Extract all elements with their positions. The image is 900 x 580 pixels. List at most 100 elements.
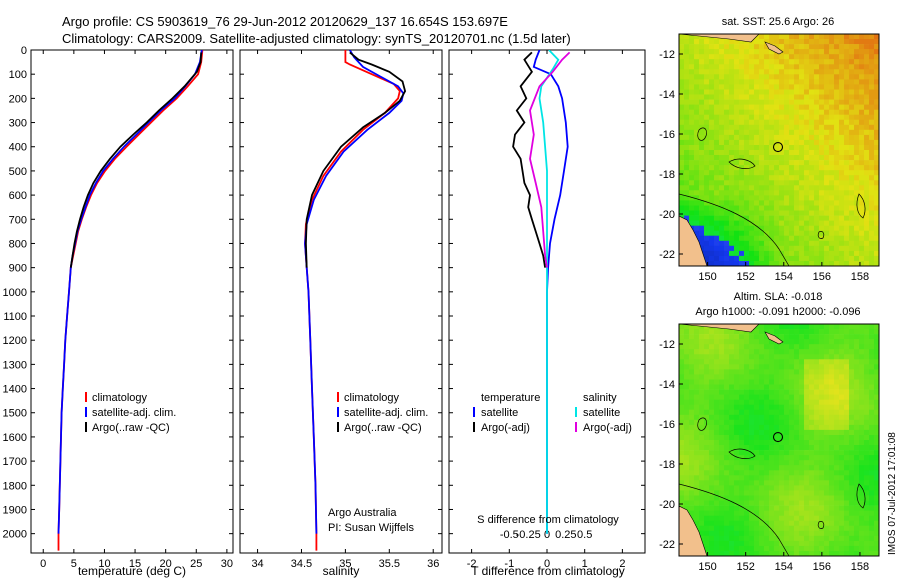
map-cell [714, 475, 720, 481]
map-cell [704, 170, 710, 176]
map-cell [714, 210, 720, 216]
map-cell [804, 429, 810, 436]
map-cell [824, 69, 830, 75]
map-cell [694, 455, 700, 461]
map-cell [719, 404, 725, 411]
map-cell [799, 200, 805, 206]
map-cell [719, 450, 725, 456]
map-cell [709, 190, 715, 196]
map-cell [839, 104, 845, 110]
map-cell [754, 225, 760, 232]
map-cell [809, 379, 815, 385]
map-cell [714, 394, 720, 400]
map-cell [864, 440, 870, 446]
map-cell [754, 520, 760, 527]
map-cell [794, 150, 800, 156]
map-cell [714, 250, 720, 257]
map-cell [794, 190, 800, 196]
map-cell [794, 424, 800, 431]
map-cell [764, 59, 770, 65]
map-cell [719, 255, 725, 262]
map-cell [789, 139, 795, 146]
map-cell [849, 99, 855, 105]
map-cell [729, 119, 735, 126]
map-cell [869, 220, 875, 226]
map-cell [804, 150, 810, 156]
map-cell [864, 324, 870, 330]
map-cell [794, 84, 800, 90]
map-cell [764, 190, 770, 196]
map-cell [869, 114, 875, 121]
difference-panel: -2 -1 0 1 2-0.5-0.25 0 0.25 0.5 S difference fr… [448, 49, 646, 578]
map-cell [734, 240, 740, 247]
map-cell [834, 379, 840, 385]
map-cell [799, 551, 805, 556]
map-cell [744, 215, 750, 221]
map-cell [704, 145, 710, 151]
map-cell [734, 429, 740, 436]
map-cell [689, 99, 695, 105]
map-cell [834, 424, 840, 431]
map-cell [724, 374, 730, 380]
map-cell [759, 455, 765, 461]
map-cell [869, 250, 875, 257]
map-cell [804, 540, 810, 547]
map-cell [854, 185, 860, 191]
map-cell [724, 205, 730, 211]
map-cell [729, 109, 735, 116]
map-cell [699, 505, 705, 511]
map-cell [789, 255, 795, 262]
map-cell [679, 359, 685, 365]
map-cell [699, 64, 705, 70]
map-cell [769, 354, 775, 360]
map-cell [724, 394, 730, 400]
map-cell [789, 440, 795, 446]
map-cell [779, 205, 785, 211]
map-cell [874, 470, 879, 476]
map-cell [839, 109, 845, 116]
sst-map-field [679, 34, 879, 266]
map-cell [744, 445, 750, 451]
map-cell [739, 99, 745, 105]
map-cell [819, 490, 825, 496]
map-cell [784, 364, 790, 370]
map-cell [789, 485, 795, 491]
map-cell [774, 145, 780, 151]
map-cell [799, 354, 805, 360]
map-cell [844, 139, 850, 146]
map-cell [809, 175, 815, 181]
map-cell [844, 44, 850, 50]
map-cell [799, 74, 805, 80]
map-cell [849, 530, 855, 537]
map-cell [794, 540, 800, 547]
map-cell [739, 64, 745, 70]
map-cell [789, 210, 795, 216]
map-cell [764, 129, 770, 136]
map-cell [784, 404, 790, 411]
map-cell [744, 495, 750, 501]
map-cell [859, 255, 865, 262]
map-cell [789, 165, 795, 171]
map-cell [814, 450, 820, 456]
map-cell [804, 205, 810, 211]
map-cell [829, 54, 835, 60]
map-cell [694, 475, 700, 481]
map-cell [844, 344, 850, 350]
map-cell [814, 369, 820, 375]
map-cell [804, 324, 810, 330]
map-cell [689, 424, 695, 431]
map-cell [844, 515, 850, 522]
map-cell [844, 404, 850, 411]
map-cell [709, 245, 715, 252]
map-cell [754, 84, 760, 90]
map-cell [699, 414, 705, 421]
map-cell [739, 175, 745, 181]
map-cell [744, 250, 750, 257]
map-cell [804, 119, 810, 126]
x-tick-label: -2 [467, 558, 477, 570]
map-cell [789, 215, 795, 221]
map-cell [834, 49, 840, 55]
map-cell [844, 339, 850, 345]
map-cell [719, 545, 725, 552]
